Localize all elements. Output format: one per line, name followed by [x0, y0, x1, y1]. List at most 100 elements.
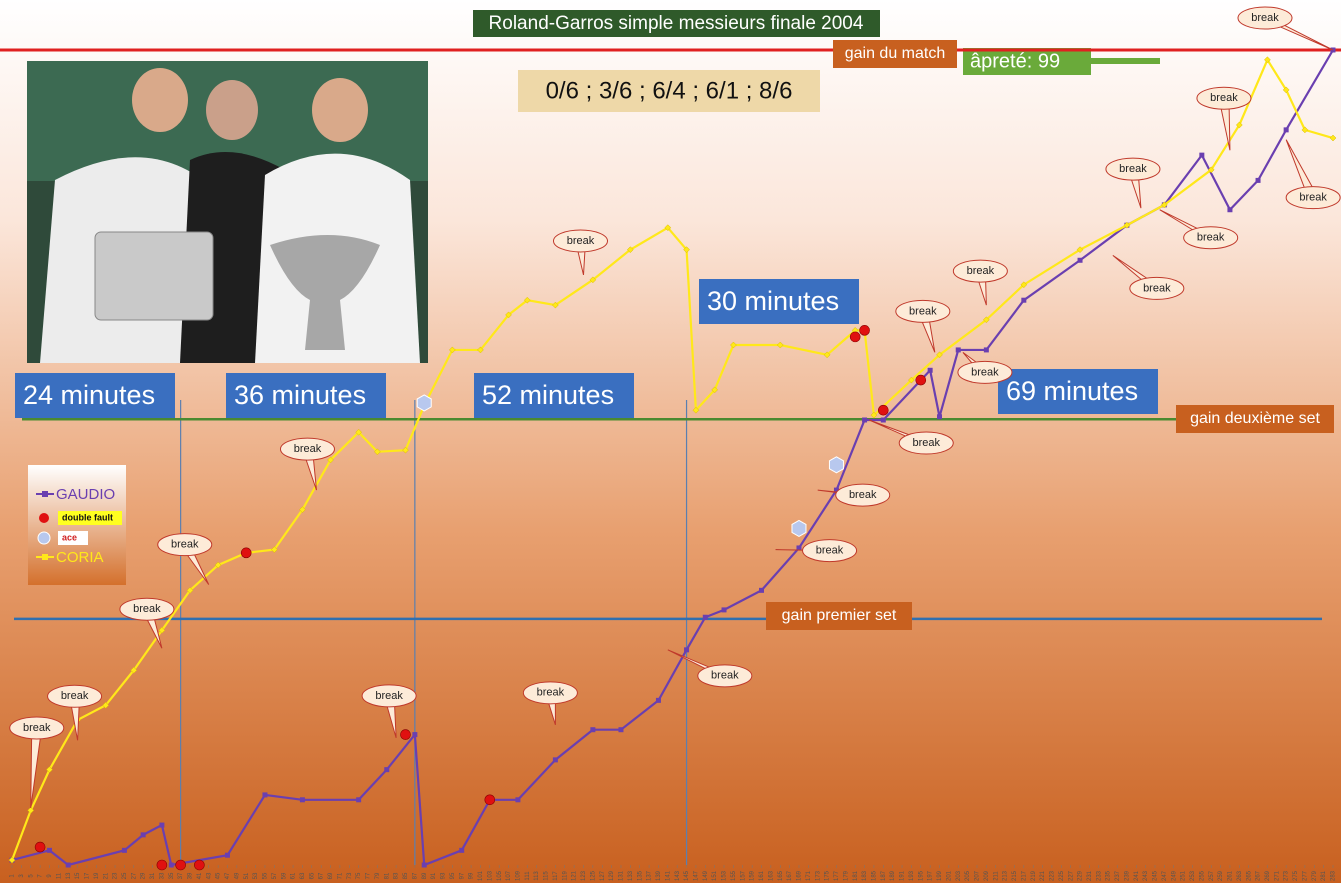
x-tick-label: 225	[1059, 870, 1065, 881]
x-tick-label: 37	[178, 872, 184, 879]
x-tick-label: 145	[684, 870, 690, 881]
x-tick-label: 149	[703, 870, 709, 881]
point	[684, 647, 690, 653]
callout-bubble	[835, 483, 891, 507]
x-tick-label: 215	[1012, 870, 1018, 881]
x-tick-label: 171	[806, 870, 812, 881]
point	[552, 301, 559, 309]
point	[214, 561, 222, 569]
x-tick-label: 165	[778, 870, 784, 881]
reference-label-box	[1176, 405, 1334, 433]
x-tick-label: 251	[1181, 870, 1187, 881]
point	[1123, 221, 1131, 229]
x-tick-label: 101	[478, 870, 484, 881]
callout-bubble	[1237, 6, 1293, 30]
x-tick-label: 131	[619, 870, 625, 881]
legend-label-box	[58, 531, 88, 545]
x-tick-label: 97	[459, 872, 465, 879]
point	[158, 626, 166, 634]
x-tick-label: 9	[47, 874, 53, 878]
point	[721, 607, 727, 613]
x-tick-label: 81	[384, 872, 390, 879]
x-tick-label: 41	[197, 872, 203, 879]
x-tick-label: 187	[881, 870, 887, 881]
callout-text: break	[909, 305, 937, 317]
point	[908, 376, 915, 384]
point	[589, 276, 597, 284]
callout-bubble	[895, 299, 951, 323]
callout: break	[1285, 139, 1341, 210]
x-tick-label: 147	[694, 870, 700, 881]
x-tick-label: 1	[10, 874, 16, 878]
point	[618, 727, 624, 733]
x-tick-label: 237	[1115, 870, 1121, 881]
point	[121, 847, 127, 853]
time-label: 24 minutes	[23, 380, 155, 410]
x-tick-label: 161	[759, 870, 765, 881]
callout-bubble	[1183, 226, 1239, 250]
x-tick-label: 273	[1284, 870, 1290, 881]
x-tick-label: 113	[534, 871, 540, 881]
point	[159, 822, 165, 828]
point	[327, 456, 334, 464]
point	[402, 446, 409, 454]
point	[1076, 246, 1084, 254]
x-tick-label: 173	[815, 870, 821, 881]
point	[862, 417, 868, 423]
callout-text: break	[537, 687, 565, 699]
title-box	[473, 10, 880, 37]
point	[683, 246, 690, 254]
x-tick-label: 17	[85, 872, 91, 879]
x-tick-label: 79	[375, 872, 381, 879]
callout-bubble	[119, 597, 175, 621]
point	[870, 411, 878, 419]
x-tick-label: 267	[1256, 870, 1262, 881]
callout-text: break	[971, 366, 999, 378]
x-tick-label: 203	[956, 870, 962, 881]
callout: break	[522, 681, 578, 725]
x-tick-label: 71	[337, 872, 343, 879]
point	[1255, 177, 1261, 183]
point	[776, 341, 784, 349]
legend-label-box	[58, 511, 122, 525]
point	[1207, 166, 1215, 174]
x-tick-label: 169	[797, 870, 803, 881]
x-tick-label: 67	[319, 872, 325, 879]
x-tick-label: 163	[768, 870, 774, 881]
x-tick-label: 219	[1031, 870, 1037, 881]
x-tick-label: 265	[1246, 870, 1252, 881]
x-tick-label: 229	[1078, 870, 1084, 881]
x-tick-label: 231	[1087, 870, 1093, 881]
callout-text: break	[294, 443, 322, 455]
point	[759, 587, 765, 593]
x-tick-label: 63	[300, 872, 306, 879]
x-tick-label: 125	[590, 870, 596, 881]
x-tick-label: 45	[216, 872, 222, 879]
point	[459, 847, 465, 853]
point	[299, 797, 305, 803]
x-tick-label: 205	[965, 870, 971, 881]
x-tick-label: 123	[581, 870, 587, 881]
point	[1020, 281, 1028, 289]
point	[1077, 257, 1083, 263]
x-tick-label: 141	[665, 870, 671, 881]
point	[421, 862, 427, 868]
reference-label: gain deuxième set	[1190, 410, 1320, 427]
x-tick-label: 43	[206, 872, 212, 879]
x-tick-label: 183	[862, 870, 868, 881]
x-tick-label: 167	[787, 870, 793, 881]
time-label: 30 minutes	[707, 286, 839, 316]
x-tick-label: 121	[572, 870, 578, 881]
point	[384, 767, 390, 773]
x-tick-label: 27	[131, 872, 137, 879]
callout: break	[957, 351, 1013, 384]
legend: GAUDIO double fault ace CORIA	[28, 465, 126, 585]
x-tick-label: 49	[234, 872, 240, 879]
callout: break	[552, 229, 608, 276]
point	[664, 224, 672, 232]
x-tick-label: 239	[1124, 870, 1130, 881]
reference-label-box	[766, 602, 912, 630]
x-tick-label: 181	[853, 870, 859, 881]
callout: break	[279, 437, 335, 491]
